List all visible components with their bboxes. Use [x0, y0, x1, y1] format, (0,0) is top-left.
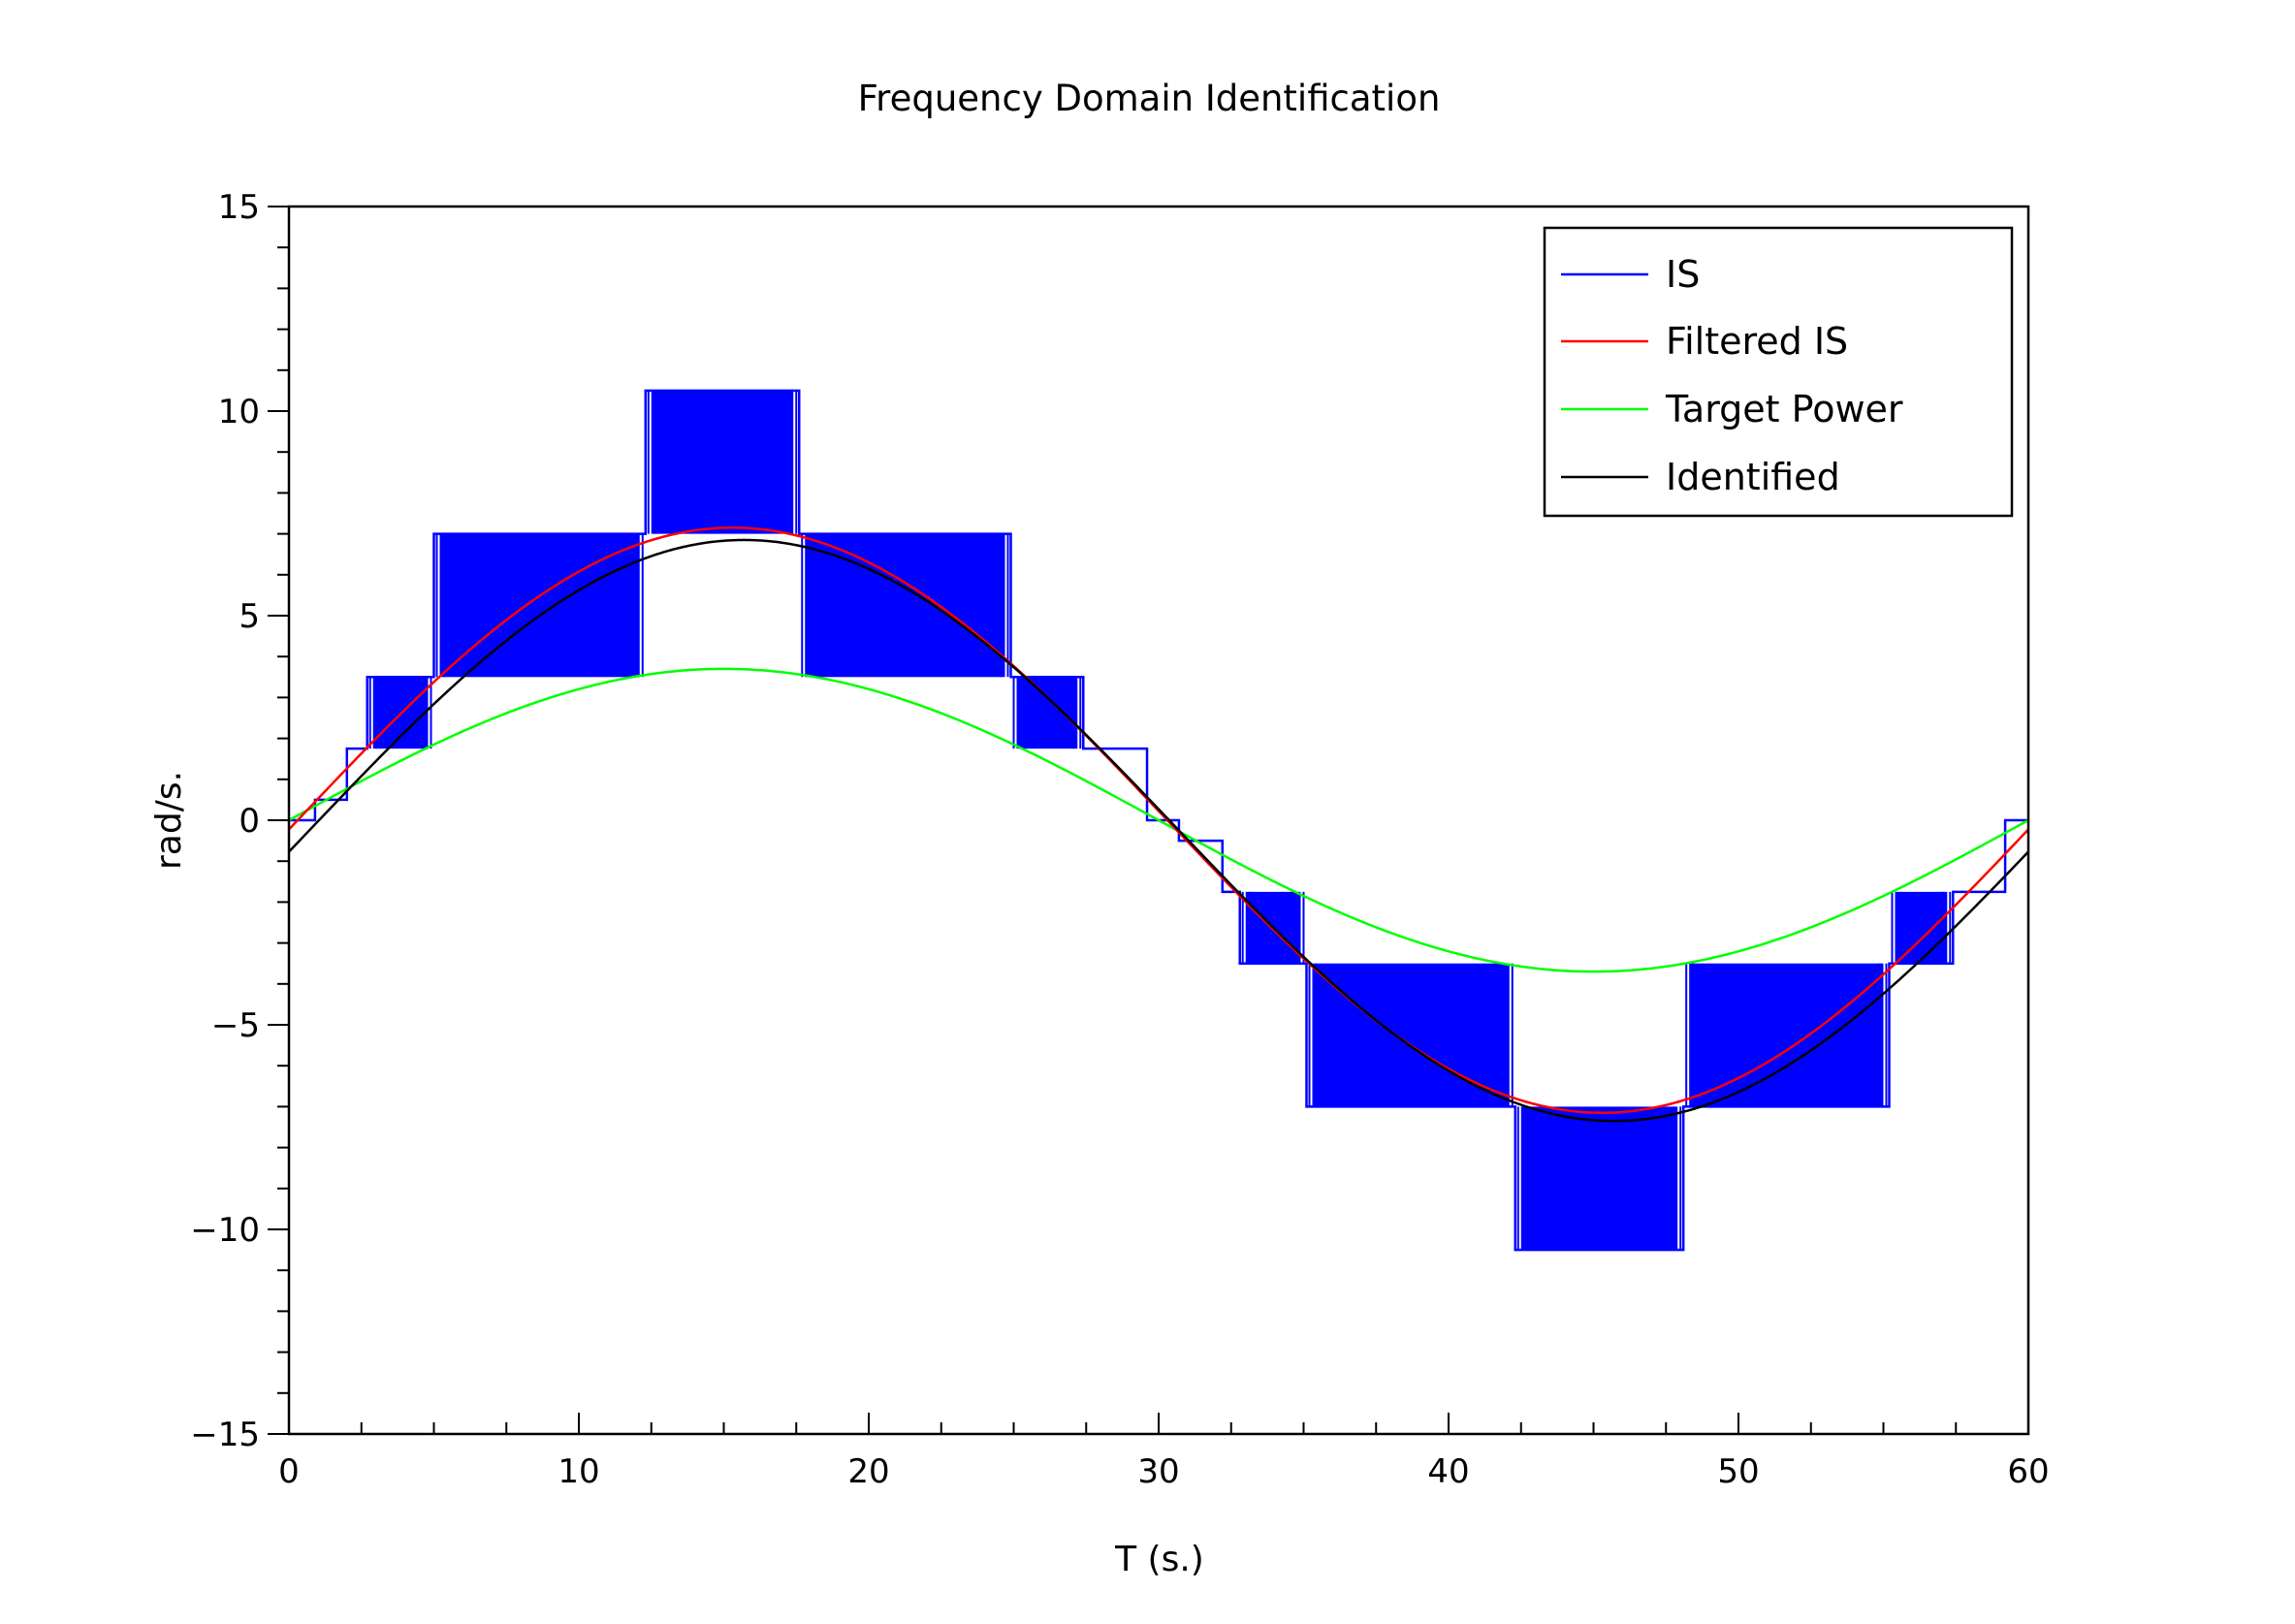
y-tick-label: −15: [190, 1416, 260, 1454]
is-step-line: [289, 389, 2028, 1252]
x-tick-label: 30: [1137, 1452, 1179, 1491]
x-tick-label: 0: [278, 1452, 300, 1491]
y-axis: −15 −10 −5 0 5 10 15: [190, 188, 289, 1454]
series-target-power: [289, 667, 2028, 973]
is-step-band: [1689, 963, 1884, 1107]
legend-box: [1543, 226, 2014, 518]
legend-label-target-power: Target Power: [1665, 388, 1903, 430]
x-tick-label: 10: [558, 1452, 599, 1491]
x-tick-label: 50: [1717, 1452, 1759, 1491]
is-step-band: [1520, 1106, 1678, 1251]
filtered-is-line: [289, 526, 2028, 1114]
legend: IS Filtered IS Target Power Identified: [1543, 226, 2014, 518]
target-power-line: [289, 667, 2028, 973]
y-tick-label: 15: [218, 188, 260, 227]
x-tick-label: 40: [1427, 1452, 1469, 1491]
chart-title: Frequency Domain Identification: [858, 78, 1441, 119]
x-tick-label: 20: [847, 1452, 889, 1491]
legend-label-identified: Identified: [1666, 456, 1840, 498]
y-tick-label: −5: [211, 1006, 260, 1045]
x-axis: 0 10 20 30 40 50 60: [278, 1413, 2050, 1491]
is-step-band: [1016, 677, 1078, 749]
x-tick-label: 60: [2007, 1452, 2049, 1491]
identified-line: [289, 538, 2028, 1123]
legend-label-filtered-is: Filtered IS: [1666, 320, 1848, 363]
plot-area: [289, 389, 2028, 1252]
series-filtered-is: [289, 526, 2028, 1114]
series-is-step: [289, 389, 2028, 1252]
x-axis-label: T (s.): [1114, 1540, 1204, 1579]
is-step-band: [1895, 891, 1948, 964]
y-tick-label: 0: [239, 802, 260, 841]
y-tick-label: 5: [239, 597, 260, 636]
legend-label-is: IS: [1666, 253, 1700, 296]
y-axis-label: rad/s.: [149, 771, 189, 870]
y-tick-label: 10: [218, 393, 260, 431]
is-step-band: [651, 390, 794, 534]
y-tick-label: −10: [190, 1211, 260, 1250]
series-identified: [289, 538, 2028, 1123]
